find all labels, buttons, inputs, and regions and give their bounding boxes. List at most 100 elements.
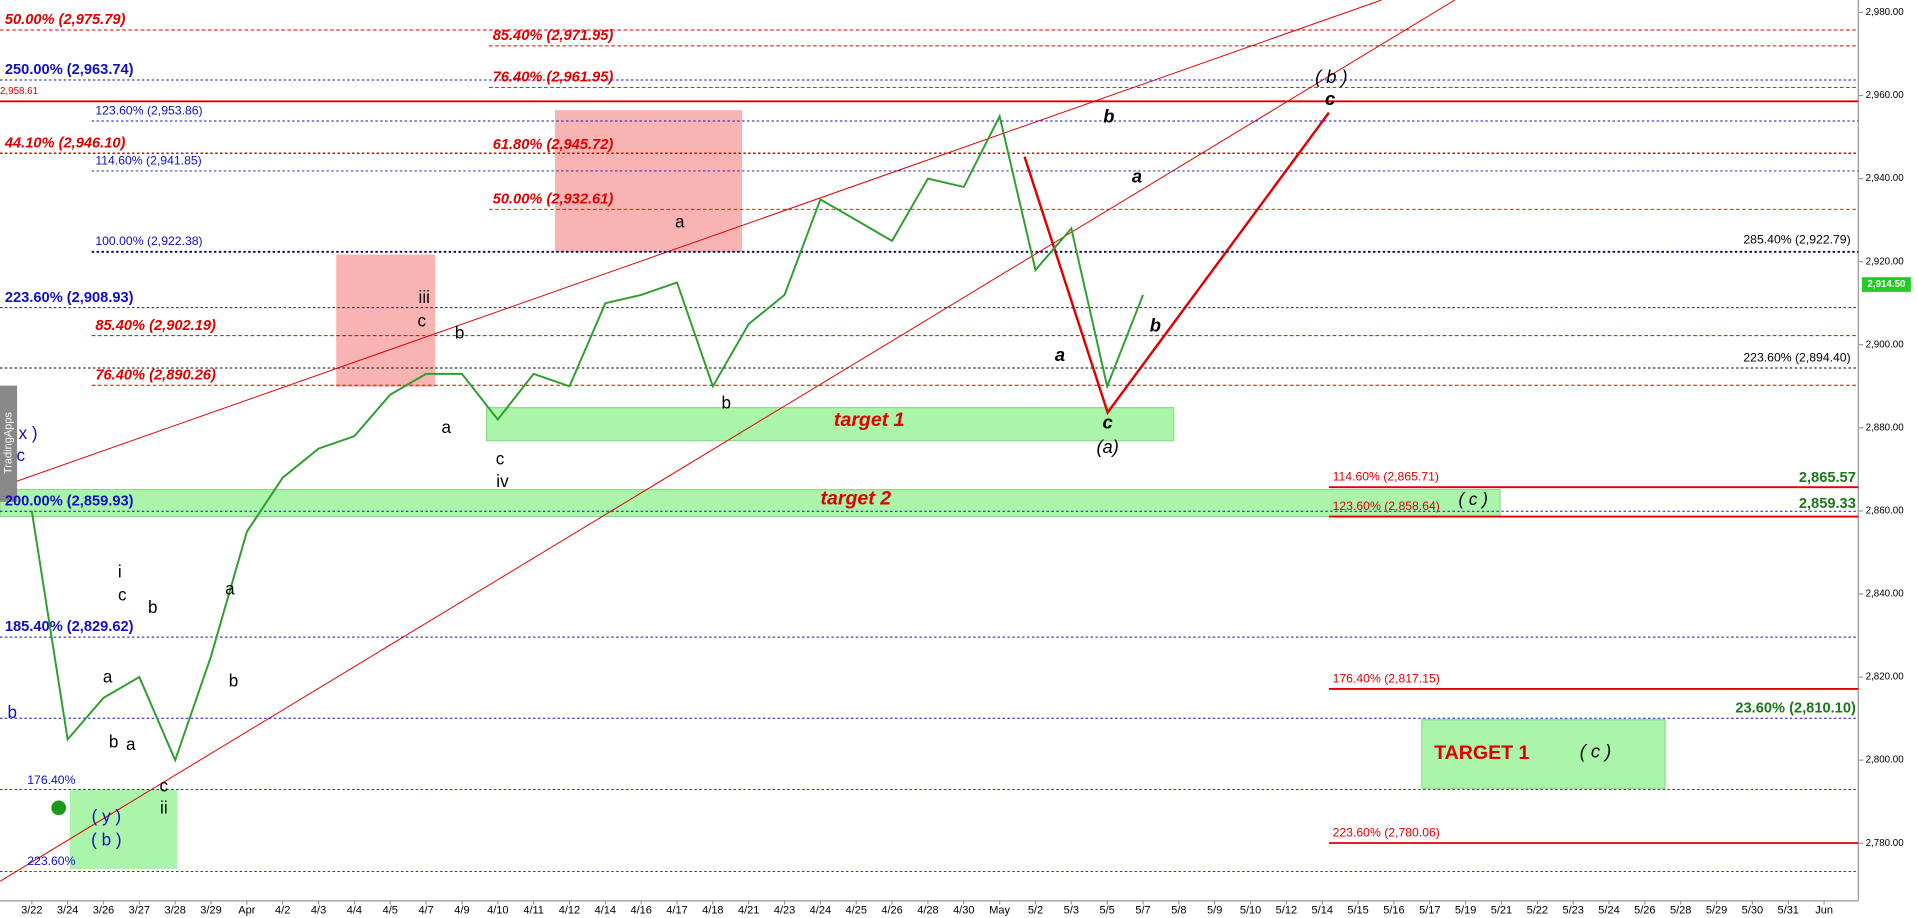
level-label: 114.60% (2,865.71) bbox=[1333, 470, 1439, 484]
x-tick-label: 4/4 bbox=[347, 905, 362, 917]
x-tick-label: 5/30 bbox=[1742, 905, 1763, 917]
x-tick-label: 4/5 bbox=[383, 905, 398, 917]
y-tick-label: 2,800.00 bbox=[1866, 755, 1905, 766]
wave-label: a bbox=[126, 735, 136, 754]
wave-label: b bbox=[455, 324, 465, 343]
wave-label: b bbox=[229, 671, 239, 690]
x-tick-label: Apr bbox=[238, 905, 255, 917]
x-tick-label: 3/28 bbox=[164, 905, 185, 917]
level-label: 223.60% (2,780.06) bbox=[1333, 825, 1440, 839]
level-label: 2,865.57 bbox=[1799, 470, 1856, 486]
wave-label: TradingApps bbox=[2, 412, 14, 474]
y-tick-label: 2,920.00 bbox=[1866, 256, 1905, 267]
wave-label: iv bbox=[496, 472, 509, 491]
wave-label: ( y ) bbox=[92, 807, 121, 826]
x-tick-label: 5/5 bbox=[1100, 905, 1115, 917]
level-label: 44.10% (2,946.10) bbox=[4, 135, 126, 151]
x-tick-label: 5/29 bbox=[1706, 905, 1727, 917]
level-label: 123.60% (2,858.64) bbox=[1333, 499, 1440, 513]
level-label: 285.40% (2,922.79) bbox=[1743, 233, 1850, 247]
x-tick-label: 3/29 bbox=[200, 905, 221, 917]
x-tick-label: 5/14 bbox=[1312, 905, 1333, 917]
x-tick-label: 5/2 bbox=[1028, 905, 1043, 917]
x-tick-label: 4/24 bbox=[810, 905, 831, 917]
wave-label: ( b ) bbox=[91, 830, 121, 849]
level-label: 250.00% (2,963.74) bbox=[5, 62, 134, 78]
level-label: 223.60% (2,894.40) bbox=[1743, 350, 1850, 364]
level-label: 114.60% (2,941.85) bbox=[95, 153, 201, 167]
trend-line bbox=[0, 0, 1456, 882]
x-tick-label: 5/17 bbox=[1419, 905, 1440, 917]
wave-label: a bbox=[1055, 344, 1065, 365]
wave-label: a bbox=[441, 418, 451, 437]
wave-label: 223.60% bbox=[27, 854, 75, 868]
level-label: 61.80% (2,945.72) bbox=[493, 137, 614, 153]
level-label: 123.60% (2,953.86) bbox=[95, 103, 202, 117]
x-tick-label: 4/30 bbox=[953, 905, 974, 917]
level-label: 176.40% (2,817.15) bbox=[1333, 671, 1440, 685]
wave-label: x ) bbox=[19, 424, 38, 443]
wave-label: b bbox=[148, 598, 158, 617]
x-tick-label: 5/24 bbox=[1598, 905, 1619, 917]
level-label: 85.40% (2,902.19) bbox=[95, 318, 216, 334]
y-tick-label: 2,980.00 bbox=[1866, 7, 1905, 18]
target-zone bbox=[0, 488, 1501, 518]
wave-label: c bbox=[496, 450, 505, 469]
level-label: 76.40% (2,890.26) bbox=[95, 367, 216, 383]
level-label: 50.00% (2,975.79) bbox=[5, 12, 126, 28]
watermark-bg bbox=[0, 385, 18, 502]
level-label: 200.00% (2,859.93) bbox=[5, 493, 134, 509]
x-tick-label: 5/21 bbox=[1491, 905, 1512, 917]
wave-label: c bbox=[160, 777, 169, 796]
y-tick-label: 2,880.00 bbox=[1866, 422, 1905, 433]
resistance-zone bbox=[555, 110, 743, 253]
level-label: 76.40% (2,961.95) bbox=[493, 70, 614, 86]
x-tick-label: 5/7 bbox=[1135, 905, 1150, 917]
target-box bbox=[1421, 719, 1666, 789]
y-tick-label: 2,960.00 bbox=[1866, 90, 1905, 101]
wave-label: ( c ) bbox=[1580, 741, 1612, 762]
price-line bbox=[30, 113, 1144, 763]
wave-label: (a) bbox=[1096, 436, 1118, 457]
level-label: 2,958.61 bbox=[0, 86, 38, 97]
x-tick-label: 5/15 bbox=[1347, 905, 1368, 917]
x-tick-label: 4/11 bbox=[523, 905, 544, 917]
wave-label: b bbox=[109, 732, 119, 751]
level-label: 100.00% (2,922.38) bbox=[95, 234, 202, 248]
x-tick-label: 3/22 bbox=[21, 905, 42, 917]
level-label: 50.00% (2,932.61) bbox=[493, 191, 614, 207]
wave-label: b bbox=[1103, 105, 1114, 126]
x-tick-label: 5/10 bbox=[1240, 905, 1261, 917]
x-tick-label: 5/3 bbox=[1064, 905, 1079, 917]
wave-label: a bbox=[225, 579, 235, 598]
x-tick-label: 4/10 bbox=[487, 905, 508, 917]
x-tick-label: 4/9 bbox=[454, 905, 469, 917]
x-tick-label: 4/18 bbox=[702, 905, 723, 917]
y-tick-label: 2,820.00 bbox=[1866, 672, 1905, 683]
wave-label: TARGET 1 bbox=[1434, 742, 1529, 764]
wave-label: a bbox=[103, 668, 113, 687]
x-tick-label: 4/26 bbox=[881, 905, 902, 917]
wave-label: c bbox=[1103, 411, 1113, 432]
x-tick-label: 5/9 bbox=[1207, 905, 1222, 917]
resistance-zone bbox=[336, 254, 436, 387]
wave-label: c bbox=[1325, 88, 1335, 109]
y-tick-label: 2,840.00 bbox=[1866, 589, 1905, 600]
y-tick-label: 2,860.00 bbox=[1866, 505, 1905, 516]
x-tick-label: 5/22 bbox=[1527, 905, 1548, 917]
x-tick-label: Jun bbox=[1815, 905, 1833, 917]
x-tick-label: 3/27 bbox=[129, 905, 150, 917]
wave-label: b bbox=[7, 703, 17, 722]
x-tick-label: 4/23 bbox=[774, 905, 795, 917]
x-tick-label: 4/21 bbox=[738, 905, 759, 917]
wave-label: ( b ) bbox=[1315, 66, 1348, 87]
y-tick-label: 2,900.00 bbox=[1866, 339, 1905, 350]
wave-label: iii bbox=[419, 288, 430, 307]
x-tick-label: May bbox=[989, 905, 1010, 917]
wave-label: 176.40% bbox=[27, 773, 75, 787]
x-tick-label: 4/16 bbox=[630, 905, 651, 917]
target-zone bbox=[485, 406, 1175, 442]
y-tick-label: 2,940.00 bbox=[1866, 173, 1905, 184]
